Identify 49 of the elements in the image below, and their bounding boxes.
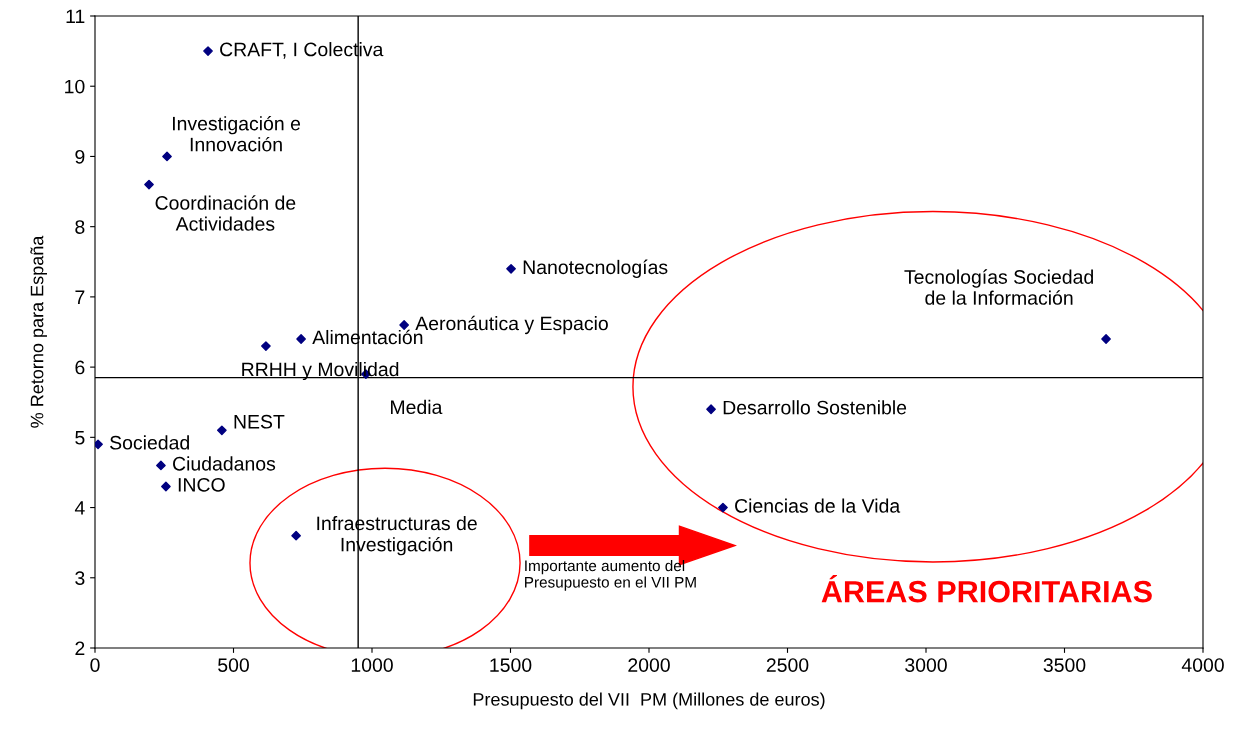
point <box>95 439 103 450</box>
annotation: Media <box>391 399 443 415</box>
annotation: Investigación e Innovación <box>172 115 301 152</box>
point <box>156 460 166 471</box>
point <box>291 530 301 541</box>
y-tick-label: 2 <box>75 641 85 656</box>
point <box>399 320 409 330</box>
x-tick-label: 0 <box>90 658 100 672</box>
x-tick-label: 1500 <box>490 658 532 672</box>
y-tick-label: 10 <box>65 79 85 94</box>
annotation: Desarrollo Sostenible <box>723 400 907 415</box>
point <box>296 334 306 344</box>
x-axis-title: Presupuesto del VII PM (Millones de euros) <box>473 692 825 710</box>
y-tick-label: 8 <box>75 220 85 234</box>
point <box>217 425 227 436</box>
x-tick-label: 2000 <box>628 658 670 672</box>
point <box>1101 334 1111 344</box>
point <box>203 46 213 56</box>
annotation: Ciencias de la Vida <box>735 498 901 513</box>
annotation: Tecnologías Sociedad de la Información <box>904 269 1093 305</box>
x-tick-label: 4000 <box>1181 658 1224 672</box>
annotation: Ciudadanos <box>173 456 276 471</box>
y-tick-label: 6 <box>75 360 85 375</box>
point <box>144 179 154 190</box>
y-tick-label: 11 <box>66 9 85 24</box>
point <box>161 481 171 492</box>
y-tick-label: 7 <box>75 290 85 304</box>
annotation: Importante aumento del Presupuesto en el VII PM <box>525 559 696 591</box>
y-tick-label: 5 <box>75 431 85 445</box>
point <box>506 263 516 274</box>
point <box>261 341 271 351</box>
point <box>718 502 728 513</box>
point <box>162 151 172 162</box>
x-tick-label: 3500 <box>1043 658 1086 672</box>
y-axis-title: % Retorno para España <box>30 235 47 428</box>
y-tick-label: 3 <box>75 571 85 586</box>
x-tick-label: 500 <box>218 658 249 672</box>
y-tick-label: 4 <box>74 501 85 515</box>
x-tick-label: 3000 <box>905 658 947 672</box>
annotation: ÁREAS PRIORITARIAS <box>821 575 1152 603</box>
annotation: Coordinación de Actividades <box>155 195 296 231</box>
point <box>706 404 716 415</box>
annotation: INCO <box>178 477 225 492</box>
annotation: Nanotecnologías <box>523 259 668 278</box>
y-tick-label: 9 <box>75 149 85 164</box>
x-tick-label: 1000 <box>351 658 393 672</box>
annotation: Sociedad <box>110 435 189 450</box>
annotation: NEST <box>234 414 285 429</box>
x-tick-label: 2500 <box>766 658 809 672</box>
